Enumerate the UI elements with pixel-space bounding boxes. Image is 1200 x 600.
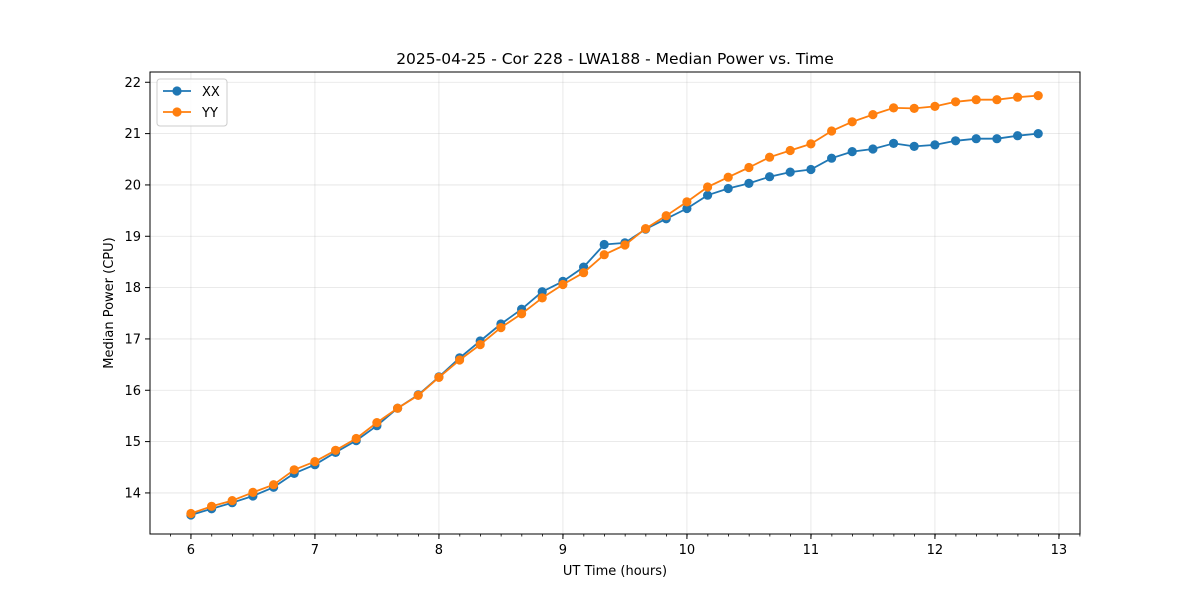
data-point-xx — [682, 203, 692, 214]
data-point-xx — [889, 138, 899, 148]
data-point-yy — [269, 480, 279, 490]
data-point-yy — [682, 197, 692, 207]
x-tick-label: 6 — [187, 543, 195, 558]
x-tick-label: 7 — [311, 543, 319, 558]
data-point-yy — [1013, 92, 1023, 102]
y-tick-label: 19 — [124, 230, 141, 245]
data-point-yy — [517, 309, 527, 319]
series-line-xx — [190, 132, 1039, 516]
x-tick-label: 12 — [927, 543, 944, 558]
data-point-yy — [434, 372, 444, 382]
data-point-yy — [785, 145, 795, 156]
legend-marker-xx — [172, 86, 182, 96]
y-axis-label: Median Power (CPU) — [102, 237, 117, 368]
data-point-yy — [827, 126, 837, 136]
data-point-yy — [579, 268, 589, 278]
data-point-yy — [992, 95, 1002, 105]
x-tick-label: 9 — [559, 543, 567, 558]
data-point-yy — [248, 487, 258, 497]
data-point-yy — [475, 340, 485, 350]
data-point-yy — [744, 162, 754, 173]
data-point-xx — [806, 164, 816, 175]
chart-title: 2025-04-25 - Cor 228 - LWA188 - Median P… — [396, 50, 834, 68]
data-point-xx — [785, 167, 795, 177]
data-point-yy — [372, 418, 382, 428]
data-point-xx — [847, 147, 857, 157]
data-point-xx — [909, 141, 919, 151]
y-axis: 14 15 16 17 18 19 20 21 22 — [124, 76, 150, 501]
data-point-yy — [186, 508, 196, 519]
data-point-yy — [413, 390, 423, 400]
data-point-xx — [868, 144, 878, 154]
series-line-yy — [190, 94, 1039, 515]
data-point-xx — [744, 178, 754, 188]
x-tick-label: 11 — [803, 543, 820, 558]
y-tick-label: 22 — [124, 76, 141, 91]
data-point-xx — [1013, 131, 1023, 141]
x-axis-label: UT Time (hours) — [563, 564, 667, 579]
data-point-yy — [909, 103, 919, 113]
data-point-yy — [1033, 91, 1043, 101]
data-point-yy — [289, 465, 299, 475]
y-tick-label: 20 — [124, 178, 141, 193]
legend-label-yy: YY — [201, 106, 218, 121]
data-point-xx — [971, 134, 981, 144]
data-point-yy — [599, 250, 609, 260]
data-point-yy — [868, 110, 878, 120]
x-tick-label: 10 — [679, 543, 696, 558]
data-point-xx — [723, 183, 733, 194]
y-tick-label: 18 — [124, 281, 141, 296]
x-tick-label: 13 — [1051, 543, 1068, 558]
data-point-yy — [558, 279, 568, 290]
data-point-yy — [889, 103, 899, 113]
data-point-yy — [351, 433, 361, 444]
y-tick-label: 15 — [124, 435, 141, 450]
x-tick-label: 8 — [435, 543, 443, 558]
data-point-yy — [393, 403, 403, 413]
data-point-yy — [455, 355, 465, 365]
legend-label-xx: XX — [202, 85, 220, 100]
data-point-yy — [227, 496, 237, 506]
data-point-xx — [1033, 129, 1043, 139]
data-point-yy — [641, 224, 651, 234]
y-tick-label: 21 — [124, 127, 141, 142]
data-point-yy — [971, 95, 981, 105]
data-point-xx — [930, 140, 940, 150]
data-point-yy — [765, 152, 775, 162]
data-point-yy — [620, 240, 630, 250]
data-point-yy — [951, 97, 961, 107]
data-point-yy — [496, 323, 506, 333]
data-point-yy — [930, 101, 940, 111]
y-tick-label: 14 — [124, 486, 141, 501]
series-yy — [186, 91, 1043, 519]
data-point-yy — [207, 501, 217, 511]
data-point-yy — [806, 139, 816, 149]
data-point-xx — [992, 134, 1002, 144]
legend: XX YY — [156, 78, 228, 127]
data-point-yy — [537, 293, 547, 303]
legend-marker-yy — [172, 107, 182, 117]
series-layer — [186, 91, 1043, 520]
data-point-yy — [310, 457, 320, 467]
data-point-yy — [661, 211, 671, 221]
plot-frame — [149, 71, 1081, 535]
data-point-xx — [703, 190, 713, 200]
data-point-yy — [723, 172, 733, 182]
data-point-yy — [703, 182, 713, 192]
data-point-xx — [599, 239, 609, 250]
y-tick-label: 17 — [124, 332, 141, 347]
data-point-yy — [331, 445, 341, 455]
y-tick-label: 16 — [124, 384, 141, 399]
data-point-xx — [827, 153, 837, 163]
grid — [150, 72, 1080, 534]
data-point-xx — [951, 136, 961, 146]
data-point-xx — [765, 172, 775, 182]
x-axis: 6 7 8 9 10 11 12 13 — [169, 534, 1081, 558]
data-point-yy — [847, 117, 857, 127]
